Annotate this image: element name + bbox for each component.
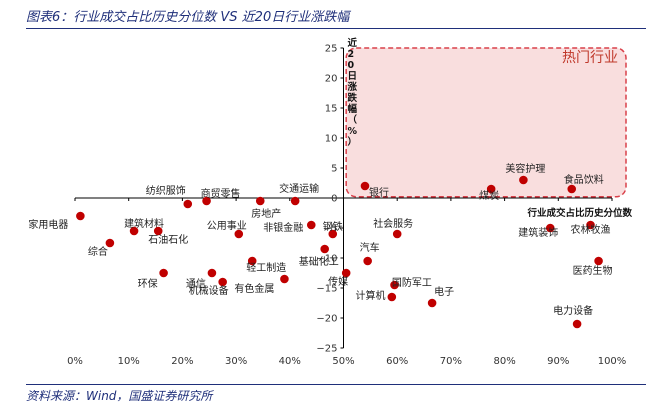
y-axis-title: 近 2 0 日涨跌幅（%） <box>348 37 358 148</box>
x-tick-label: 20% <box>171 356 193 367</box>
data-point <box>320 244 330 254</box>
data-point <box>387 292 397 302</box>
data-point <box>153 226 163 236</box>
bottom-rule <box>26 384 646 385</box>
x-tick-label: 100% <box>598 356 627 367</box>
data-point <box>363 256 372 266</box>
data-point <box>545 223 555 233</box>
data-point <box>159 268 168 278</box>
source-note: 资料来源：Wind，国盛证券研究所 <box>26 389 213 403</box>
point-label: 电子 <box>434 285 454 298</box>
x-tick-label: 60% <box>386 356 408 367</box>
x-tick-label: 30% <box>225 356 247 367</box>
point-label: 机械设备 <box>189 284 229 297</box>
title-rule <box>26 28 646 29</box>
data-point <box>392 229 402 239</box>
point-label: 家用电器 <box>28 218 68 231</box>
x-tick-label: 0% <box>67 356 83 367</box>
data-point <box>280 274 289 284</box>
data-point <box>586 220 595 230</box>
point-label: 电力设备 <box>553 304 593 317</box>
data-point <box>202 196 211 206</box>
x-tick-label: 40% <box>279 356 301 367</box>
data-point <box>105 238 115 248</box>
hot-industry-region <box>345 47 627 198</box>
data-point <box>341 268 351 278</box>
data-point <box>255 196 265 206</box>
point-label: 美容护理 <box>505 162 545 175</box>
y-tick-label: 0 <box>331 194 337 205</box>
point-label: 有色金属 <box>234 282 274 295</box>
data-point <box>183 199 193 209</box>
x-tick-label: 50% <box>332 356 354 367</box>
point-label: 房地产 <box>251 207 281 220</box>
point-label: 环保 <box>138 277 158 290</box>
point-label: 纺织服饰 <box>146 184 186 197</box>
y-tick-label: −25 <box>316 344 337 355</box>
data-point <box>567 184 577 194</box>
point-label: 石油石化 <box>148 233 188 246</box>
data-point <box>328 229 338 239</box>
data-point <box>390 280 399 290</box>
data-point <box>247 256 257 266</box>
point-label: 食品饮料 <box>564 173 604 186</box>
x-tick-label: 90% <box>547 356 569 367</box>
x-tick-label: 80% <box>493 356 515 367</box>
point-label: 钢铁 <box>323 220 343 233</box>
point-label: 公用事业 <box>207 219 247 232</box>
data-point <box>594 256 603 266</box>
point-label: 建筑装饰 <box>518 226 558 239</box>
data-point <box>306 220 316 230</box>
y-tick-label: −5 <box>323 224 338 235</box>
point-label: 非银金融 <box>263 221 303 234</box>
point-label: 综合 <box>88 245 108 258</box>
point-label: 轻工制造 <box>246 261 286 274</box>
point-label: 计算机 <box>356 289 386 302</box>
y-tick-label: −20 <box>316 314 337 325</box>
data-point <box>360 181 370 191</box>
point-label: 通信 <box>186 278 206 290</box>
x-tick-label: 70% <box>440 356 462 367</box>
point-label: 汽车 <box>360 241 380 254</box>
y-tick-label: −15 <box>316 284 337 295</box>
data-point <box>234 229 244 239</box>
data-point <box>218 277 227 287</box>
point-label: 银行 <box>369 186 389 199</box>
point-label: 建筑材料 <box>124 217 164 230</box>
y-tick-label: 5 <box>331 164 337 175</box>
hot-industry-label: 热门行业 <box>562 50 618 66</box>
data-point <box>427 298 437 308</box>
data-point <box>290 196 300 206</box>
y-tick-label: 10 <box>325 134 338 145</box>
point-label: 社会服务 <box>373 217 413 230</box>
x-tick-label: 10% <box>118 356 140 367</box>
point-label: 医药生物 <box>573 264 613 277</box>
point-label: 农林牧渔 <box>571 223 611 236</box>
y-tick-label: 15 <box>325 104 338 115</box>
point-label: 传媒 <box>328 276 348 288</box>
data-point <box>207 268 217 278</box>
point-label: 国防军工 <box>392 276 432 289</box>
data-point <box>486 184 496 194</box>
data-point <box>76 211 85 221</box>
figure-title: 图表6：行业成交占比历史分位数 VS 近20日行业涨跌幅 <box>26 10 350 25</box>
y-tick-label: 25 <box>325 44 338 55</box>
y-tick-label: 20 <box>325 74 338 85</box>
point-label: 基础化工 <box>299 255 339 268</box>
point-label: 交通运输 <box>279 182 319 195</box>
data-point <box>519 175 528 185</box>
point-label: 商贸零售 <box>201 187 241 200</box>
x-axis-title: 行业成交占比历史分位数 <box>526 207 632 219</box>
point-label: 煤炭 <box>479 189 499 202</box>
data-point <box>572 319 582 329</box>
data-point <box>129 226 139 236</box>
y-tick-label: −10 <box>316 254 337 265</box>
